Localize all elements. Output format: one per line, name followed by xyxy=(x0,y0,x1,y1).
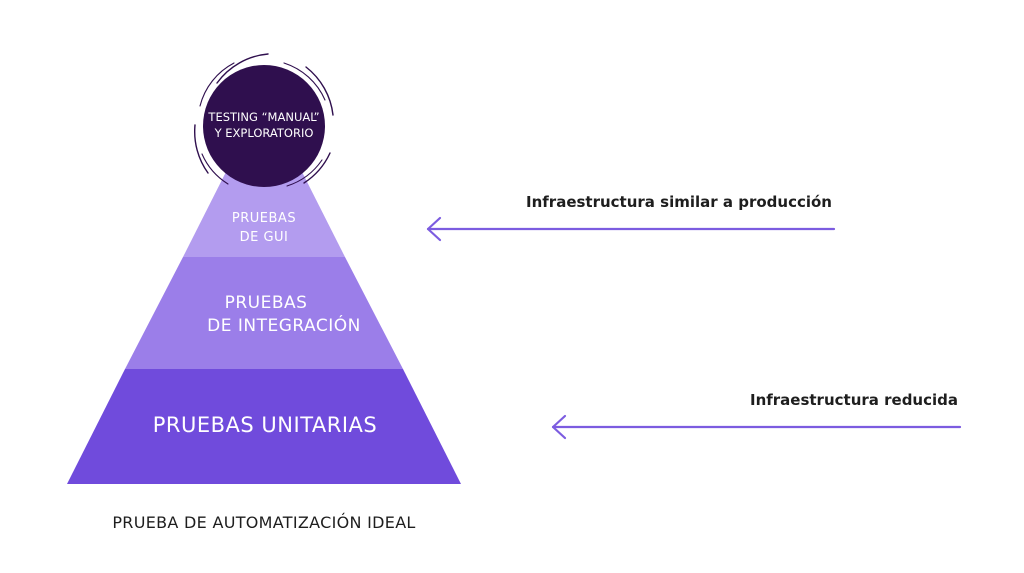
integration-tier-label-line1: PRUEBAS xyxy=(225,293,308,313)
unit-tier-label: PRUEBAS UNITARIAS xyxy=(153,413,378,437)
bottom-arrow-label: Infraestructura reducida xyxy=(750,391,958,409)
pyramid-caption: PRUEBA DE AUTOMATIZACIÓN IDEAL xyxy=(112,513,415,532)
top-arrow-label: Infraestructura similar a producción xyxy=(526,193,832,211)
manual-testing-circle xyxy=(203,65,325,187)
top-arrow xyxy=(426,216,836,242)
circle-label-line2: Y EXPLORATORIO xyxy=(214,126,314,140)
bottom-arrow xyxy=(551,414,962,440)
gui-tier-label-line1: PRUEBAS xyxy=(232,211,296,226)
gui-tier-label-line2: DE GUI xyxy=(240,230,289,245)
integration-tests-tier xyxy=(125,257,403,369)
gui-tests-tier xyxy=(183,160,345,257)
unit-tests-tier xyxy=(67,369,461,484)
circle-rings xyxy=(193,53,334,187)
circle-label-line1: TESTING “MANUAL” xyxy=(207,110,319,124)
integration-tier-label-line2: DE INTEGRACIÓN xyxy=(207,314,361,336)
